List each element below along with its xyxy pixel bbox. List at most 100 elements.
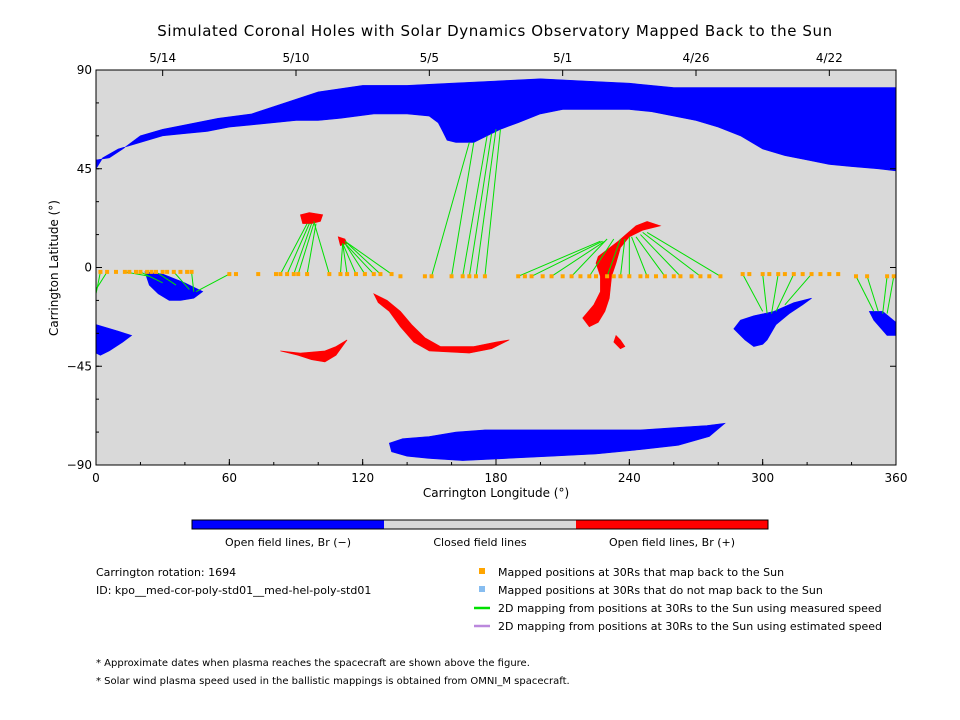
legend-label: Mapped positions at 30Rs that do not map… (498, 584, 823, 597)
mapped-point (549, 274, 554, 279)
mapped-point (149, 269, 154, 274)
mapped-point (645, 274, 650, 279)
mapped-point (891, 274, 896, 279)
mapped-point (865, 274, 870, 279)
mapped-point (654, 274, 658, 279)
colorbar-label: Open field lines, Br (−) (225, 536, 351, 549)
mapped-point (836, 272, 841, 277)
measured-mapping-line (631, 236, 648, 277)
mapped-point (818, 272, 823, 277)
mapped-point (345, 272, 350, 277)
measured-mapping-line (468, 133, 493, 277)
mapped-point (560, 274, 565, 279)
footnotes: * Approximate dates when plasma reaches … (96, 658, 570, 687)
measured-mapping-line (642, 231, 701, 277)
legend-label: 2D mapping from positions at 30Rs to the… (498, 620, 882, 633)
date-tick-label: 4/22 (816, 51, 843, 65)
legend-label: Mapped positions at 30Rs that map back t… (498, 566, 784, 579)
measured-mapping-line (475, 129, 497, 277)
measured-mapping-line (635, 236, 666, 277)
mapped-point (114, 269, 118, 274)
coronal-hole-south-polar-hole (388, 422, 726, 461)
y-tick-label: 90 (77, 63, 92, 77)
measured-mapping-line (344, 240, 381, 275)
colorbar-label: Closed field lines (433, 536, 527, 549)
measured-mapping-line (95, 271, 101, 294)
mapped-point (165, 269, 170, 274)
mapped-point (398, 274, 403, 279)
mapped-point (782, 272, 787, 277)
mapped-point (171, 269, 176, 274)
mapped-point (827, 272, 832, 277)
measured-mapping-line (155, 271, 177, 286)
y-tick-label: 45 (77, 162, 92, 176)
x-tick-label: 300 (751, 471, 774, 485)
legend-marker-square (479, 568, 485, 574)
mapped-point (389, 272, 394, 277)
measured-mapping-line (484, 129, 501, 277)
mapped-point (482, 274, 487, 279)
mapped-point (611, 274, 616, 279)
measured-mapping-line (619, 238, 626, 277)
mapped-point (605, 274, 610, 279)
mapped-point (791, 272, 796, 277)
measured-mapping-line (344, 243, 366, 275)
mapped-point (449, 274, 454, 279)
date-tick-label: 5/5 (420, 51, 439, 65)
mapped-point (178, 269, 183, 274)
measured-mapping-line (588, 238, 615, 277)
measured-mapping-line (886, 276, 895, 314)
mapped-point (227, 272, 232, 277)
mapped-point (638, 274, 643, 279)
mapped-point (138, 269, 143, 274)
y-tick-label: −90 (67, 458, 92, 472)
colorbar-segment (192, 520, 384, 529)
measured-mapping-line (306, 223, 317, 275)
mapped-point (516, 274, 521, 279)
measured-mapping-line (462, 135, 488, 277)
mapped-point (767, 272, 772, 277)
mapped-point (698, 274, 703, 279)
measured-mapping-line (191, 271, 195, 292)
measured-mapping-line (431, 142, 470, 277)
legend: Mapped positions at 30Rs that map back t… (474, 566, 882, 633)
mapped-point (189, 269, 194, 274)
mapped-point (285, 272, 290, 277)
date-tick-label: 5/10 (283, 51, 310, 65)
measured-mapping-line (140, 271, 163, 284)
coronal-hole-equatorial-hole-left (144, 271, 204, 301)
axes-layer: 0 60 120 180 240 300 360 −90 −45 0 45 90 5/14 5/10 5/5… (67, 51, 908, 485)
y-tick-label: −45 (67, 359, 92, 373)
mapped-point (378, 272, 383, 277)
mapped-point (800, 272, 805, 277)
mapped-point (689, 274, 694, 279)
mapped-point (278, 272, 283, 277)
plot-area (95, 69, 897, 466)
colorbar-frame (191, 519, 769, 530)
x-tick-label: 60 (222, 471, 237, 485)
coronal-hole-positive-hole-f (613, 334, 626, 350)
mapped-point (354, 272, 358, 277)
measured-mapping-line (297, 223, 315, 275)
footnote: * Solar wind plasma speed used in the ba… (96, 676, 570, 687)
measured-mapping-line (280, 223, 308, 275)
mapped-point (305, 272, 310, 277)
y-axis-label: Carrington Latitude (°) (47, 200, 61, 336)
date-tick-label: 5/1 (553, 51, 572, 65)
x-tick-label: 240 (618, 471, 641, 485)
measured-mapping-line (855, 276, 875, 312)
mapped-point (529, 274, 534, 279)
mapped-point (105, 269, 110, 274)
measured-mapping-line (775, 273, 795, 312)
x-axis-label: Carrington Longitude (°) (423, 486, 569, 500)
chart-title: Simulated Coronal Holes with Solar Dynam… (157, 22, 833, 40)
mapped-point (662, 274, 667, 279)
mapped-point (134, 269, 138, 274)
mapped-point (274, 272, 278, 277)
x-tick-label: 0 (92, 471, 100, 485)
measured-mapping-line (342, 243, 348, 275)
mapped-point (422, 274, 427, 279)
mapped-point (854, 274, 858, 279)
coronal-hole-positive-hole-e (280, 339, 348, 363)
